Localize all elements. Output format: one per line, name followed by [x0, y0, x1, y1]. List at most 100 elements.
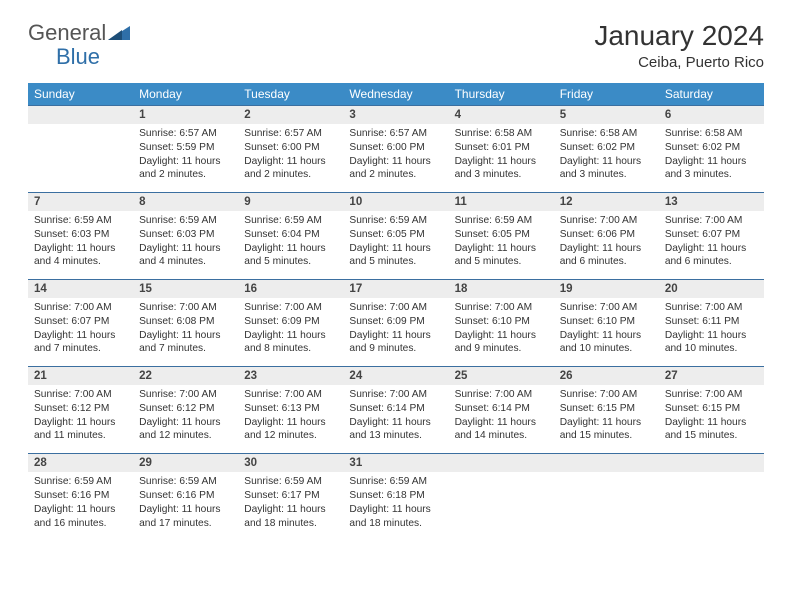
day-cell: Sunrise: 6:59 AMSunset: 6:05 PMDaylight:… [343, 211, 448, 280]
day-cell: Sunrise: 6:57 AMSunset: 5:59 PMDaylight:… [133, 124, 238, 193]
sunset-text: Sunset: 6:11 PM [665, 315, 758, 329]
day-cell: Sunrise: 6:59 AMSunset: 6:03 PMDaylight:… [28, 211, 133, 280]
day-number: 21 [28, 367, 133, 386]
day-cell [449, 472, 554, 540]
brand-part2: Blue [56, 44, 100, 70]
sunset-text: Sunset: 6:16 PM [139, 489, 232, 503]
day-number: 30 [238, 454, 343, 473]
day-cell: Sunrise: 7:00 AMSunset: 6:11 PMDaylight:… [659, 298, 764, 367]
daylight-text: Daylight: 11 hours and 7 minutes. [34, 329, 127, 357]
day-cell: Sunrise: 6:59 AMSunset: 6:04 PMDaylight:… [238, 211, 343, 280]
sunrise-text: Sunrise: 7:00 AM [34, 301, 127, 315]
day-number: 20 [659, 280, 764, 299]
day-cell: Sunrise: 7:00 AMSunset: 6:08 PMDaylight:… [133, 298, 238, 367]
location-text: Ceiba, Puerto Rico [594, 54, 764, 71]
day-cell: Sunrise: 6:58 AMSunset: 6:01 PMDaylight:… [449, 124, 554, 193]
daylight-text: Daylight: 11 hours and 5 minutes. [455, 242, 548, 270]
sunset-text: Sunset: 6:02 PM [560, 141, 653, 155]
sunset-text: Sunset: 6:15 PM [665, 402, 758, 416]
sunrise-text: Sunrise: 6:58 AM [665, 127, 758, 141]
daylight-text: Daylight: 11 hours and 11 minutes. [34, 416, 127, 444]
day-number: 4 [449, 106, 554, 125]
sunrise-text: Sunrise: 6:57 AM [139, 127, 232, 141]
day-cell: Sunrise: 6:57 AMSunset: 6:00 PMDaylight:… [343, 124, 448, 193]
daylight-text: Daylight: 11 hours and 14 minutes. [455, 416, 548, 444]
day-number: 29 [133, 454, 238, 473]
day-number: 12 [554, 193, 659, 212]
day-number: 22 [133, 367, 238, 386]
sunset-text: Sunset: 6:05 PM [455, 228, 548, 242]
sunrise-text: Sunrise: 6:58 AM [455, 127, 548, 141]
sunset-text: Sunset: 6:03 PM [34, 228, 127, 242]
day-cell: Sunrise: 6:59 AMSunset: 6:16 PMDaylight:… [133, 472, 238, 540]
day-number [449, 454, 554, 473]
daylight-text: Daylight: 11 hours and 17 minutes. [139, 503, 232, 531]
sunrise-text: Sunrise: 7:00 AM [455, 301, 548, 315]
day-number: 8 [133, 193, 238, 212]
daynum-row: 14151617181920 [28, 280, 764, 299]
sunrise-text: Sunrise: 7:00 AM [665, 388, 758, 402]
daylight-text: Daylight: 11 hours and 5 minutes. [349, 242, 442, 270]
sunset-text: Sunset: 6:10 PM [455, 315, 548, 329]
col-saturday: Saturday [659, 83, 764, 106]
day-cell: Sunrise: 6:58 AMSunset: 6:02 PMDaylight:… [659, 124, 764, 193]
daylight-text: Daylight: 11 hours and 8 minutes. [244, 329, 337, 357]
day-number: 1 [133, 106, 238, 125]
day-cell: Sunrise: 7:00 AMSunset: 6:14 PMDaylight:… [343, 385, 448, 454]
day-number: 31 [343, 454, 448, 473]
sunset-text: Sunset: 6:10 PM [560, 315, 653, 329]
daylight-text: Daylight: 11 hours and 3 minutes. [665, 155, 758, 183]
daylight-text: Daylight: 11 hours and 4 minutes. [139, 242, 232, 270]
sunset-text: Sunset: 6:01 PM [455, 141, 548, 155]
daynum-row: 28293031 [28, 454, 764, 473]
day-number: 15 [133, 280, 238, 299]
day-number: 3 [343, 106, 448, 125]
sunset-text: Sunset: 6:12 PM [34, 402, 127, 416]
day-cell: Sunrise: 7:00 AMSunset: 6:07 PMDaylight:… [28, 298, 133, 367]
sunset-text: Sunset: 6:03 PM [139, 228, 232, 242]
day-cell: Sunrise: 7:00 AMSunset: 6:12 PMDaylight:… [133, 385, 238, 454]
daynum-row: 78910111213 [28, 193, 764, 212]
sunrise-text: Sunrise: 7:00 AM [560, 214, 653, 228]
sunrise-text: Sunrise: 6:57 AM [349, 127, 442, 141]
sunrise-text: Sunrise: 6:59 AM [139, 214, 232, 228]
sunset-text: Sunset: 6:09 PM [349, 315, 442, 329]
daylight-text: Daylight: 11 hours and 10 minutes. [665, 329, 758, 357]
sunset-text: Sunset: 6:06 PM [560, 228, 653, 242]
day-cell: Sunrise: 6:59 AMSunset: 6:17 PMDaylight:… [238, 472, 343, 540]
daylight-text: Daylight: 11 hours and 3 minutes. [455, 155, 548, 183]
sunrise-text: Sunrise: 7:00 AM [349, 301, 442, 315]
day-number: 24 [343, 367, 448, 386]
day-number: 13 [659, 193, 764, 212]
sunrise-text: Sunrise: 7:00 AM [34, 388, 127, 402]
header-row: Sunday Monday Tuesday Wednesday Thursday… [28, 83, 764, 106]
day-number: 16 [238, 280, 343, 299]
day-cell [28, 124, 133, 193]
sunset-text: Sunset: 6:07 PM [665, 228, 758, 242]
brand-part1: General [28, 20, 106, 46]
sunrise-text: Sunrise: 6:59 AM [455, 214, 548, 228]
calendar-table: Sunday Monday Tuesday Wednesday Thursday… [28, 83, 764, 540]
day-number: 25 [449, 367, 554, 386]
day-cell: Sunrise: 7:00 AMSunset: 6:10 PMDaylight:… [554, 298, 659, 367]
page-header: General January 2024 Ceiba, Puerto Rico [28, 20, 764, 71]
day-cell: Sunrise: 7:00 AMSunset: 6:06 PMDaylight:… [554, 211, 659, 280]
content-row: Sunrise: 6:57 AMSunset: 5:59 PMDaylight:… [28, 124, 764, 193]
day-number: 19 [554, 280, 659, 299]
day-cell: Sunrise: 6:59 AMSunset: 6:16 PMDaylight:… [28, 472, 133, 540]
sunrise-text: Sunrise: 7:00 AM [349, 388, 442, 402]
sunrise-text: Sunrise: 6:59 AM [244, 475, 337, 489]
day-cell: Sunrise: 7:00 AMSunset: 6:15 PMDaylight:… [554, 385, 659, 454]
sunset-text: Sunset: 6:04 PM [244, 228, 337, 242]
daylight-text: Daylight: 11 hours and 2 minutes. [244, 155, 337, 183]
col-thursday: Thursday [449, 83, 554, 106]
day-number: 28 [28, 454, 133, 473]
day-cell: Sunrise: 7:00 AMSunset: 6:09 PMDaylight:… [238, 298, 343, 367]
day-number: 10 [343, 193, 448, 212]
daynum-row: 123456 [28, 106, 764, 125]
daylight-text: Daylight: 11 hours and 15 minutes. [560, 416, 653, 444]
day-number: 18 [449, 280, 554, 299]
sunrise-text: Sunrise: 7:00 AM [665, 301, 758, 315]
day-cell: Sunrise: 7:00 AMSunset: 6:09 PMDaylight:… [343, 298, 448, 367]
daylight-text: Daylight: 11 hours and 5 minutes. [244, 242, 337, 270]
